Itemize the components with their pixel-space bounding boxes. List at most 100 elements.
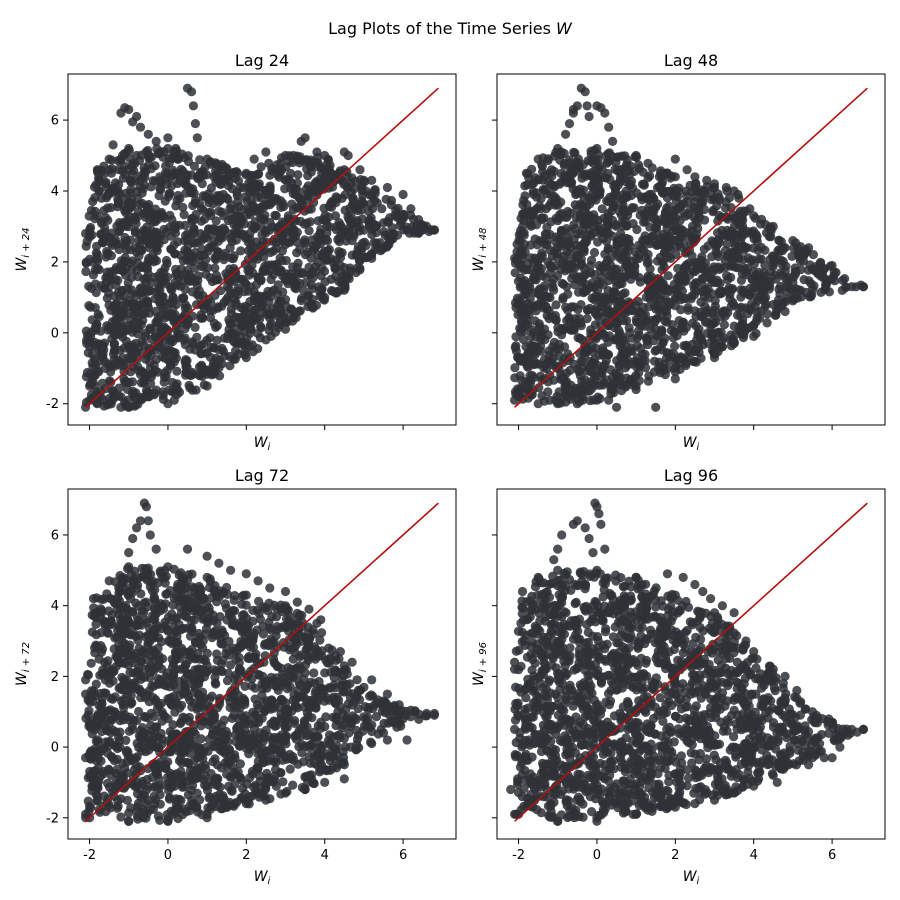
- scatter-point: [740, 263, 750, 274]
- scatter-point: [657, 257, 667, 267]
- scatter-point: [94, 186, 104, 196]
- scatter-point: [647, 163, 657, 173]
- scatter-point: [702, 175, 712, 185]
- scatter-point: [521, 342, 531, 352]
- scatter-point: [668, 213, 678, 224]
- scatter-point: [189, 223, 199, 233]
- scatter-point: [249, 154, 259, 164]
- scatter-point: [142, 296, 152, 306]
- scatter-point: [768, 299, 778, 310]
- scatter-point: [429, 225, 439, 235]
- scatter-point: [676, 323, 686, 333]
- scatter-point: [726, 259, 736, 270]
- scatter-point: [224, 176, 234, 186]
- scatter-point: [142, 264, 153, 274]
- scatter-point: [780, 243, 790, 253]
- scatter-point: [269, 600, 279, 610]
- scatter-point: [229, 167, 239, 177]
- scatter-point: [163, 399, 173, 409]
- scatter-point: [133, 798, 144, 808]
- scatter-point: [130, 159, 140, 169]
- scatter-point: [274, 166, 284, 176]
- scatter-point: [204, 243, 214, 253]
- scatter-point: [402, 225, 412, 235]
- scatter-point: [591, 156, 601, 166]
- scatter-point: [285, 764, 295, 774]
- scatter-point: [210, 224, 220, 235]
- scatter-point: [335, 220, 346, 230]
- scatter-point: [355, 256, 365, 266]
- scatter-point: [171, 381, 181, 391]
- scatter-point: [270, 210, 280, 220]
- scatter-point: [108, 140, 118, 150]
- scatter-point: [637, 195, 647, 205]
- scatter-point: [555, 235, 566, 245]
- scatter-point: [223, 215, 233, 226]
- scatter-point: [609, 388, 619, 398]
- scatter-point: [236, 246, 246, 256]
- scatter-point: [748, 226, 759, 236]
- scatter-point: [128, 377, 138, 387]
- scatter-point: [267, 319, 277, 329]
- scatter-point: [237, 274, 247, 284]
- scatter-point: [256, 302, 266, 312]
- scatter-point: [225, 702, 235, 713]
- scatter-point: [612, 249, 622, 259]
- scatter-point: [297, 293, 307, 303]
- scatter-point: [533, 154, 543, 164]
- scatter-point: [163, 133, 173, 143]
- scatter-point: [591, 332, 601, 342]
- scatter-point: [714, 210, 724, 221]
- scatter-point: [788, 236, 798, 246]
- scatter-point: [595, 186, 605, 196]
- scatter-point: [220, 225, 230, 235]
- scatter-point: [209, 318, 219, 328]
- scatter-point: [154, 342, 165, 352]
- scatter-point: [266, 274, 276, 285]
- scatter-point: [313, 216, 323, 226]
- reference-line: [85, 87, 439, 408]
- scatter-point: [274, 323, 284, 333]
- scatter-point: [135, 762, 145, 772]
- scatter-point: [164, 189, 174, 199]
- scatter-point: [136, 283, 146, 293]
- scatter-point: [282, 175, 292, 186]
- scatter-point: [146, 379, 156, 389]
- scatter-point: [604, 148, 615, 158]
- scatter-point: [654, 293, 664, 303]
- scatter-point: [128, 117, 138, 127]
- scatter-point: [526, 220, 536, 230]
- scatter-point: [556, 177, 566, 187]
- scatter-point: [579, 239, 589, 249]
- scatter-point: [624, 323, 634, 333]
- scatter-point: [304, 226, 314, 236]
- scatter-point: [544, 201, 554, 211]
- scatter-point: [713, 228, 723, 238]
- scatter-point: [721, 203, 731, 213]
- scatter-point: [165, 210, 175, 220]
- scatter-point: [619, 173, 629, 183]
- scatter-point: [91, 248, 101, 258]
- scatter-point: [516, 301, 526, 311]
- scatter-point: [659, 248, 670, 258]
- scatter-point: [840, 274, 850, 284]
- scatter-point: [195, 155, 205, 165]
- scatter-point: [124, 402, 134, 412]
- scatter-point: [608, 372, 618, 382]
- scatter-point: [280, 150, 291, 161]
- scatter-point: [577, 259, 587, 269]
- scatter-point: [114, 164, 124, 175]
- scatter-point: [120, 232, 130, 243]
- scatter-point: [290, 279, 300, 289]
- scatter-point: [679, 199, 689, 209]
- scatter-point: [537, 291, 547, 302]
- scatter-point: [369, 186, 380, 196]
- scatter-point: [206, 297, 216, 307]
- scatter-point: [627, 333, 637, 343]
- scatter-point: [537, 213, 547, 223]
- scatter-point: [632, 224, 642, 235]
- scatter-point: [104, 282, 114, 292]
- scatter-point: [288, 262, 298, 272]
- scatter-point: [87, 327, 97, 337]
- scatter-point: [187, 188, 197, 198]
